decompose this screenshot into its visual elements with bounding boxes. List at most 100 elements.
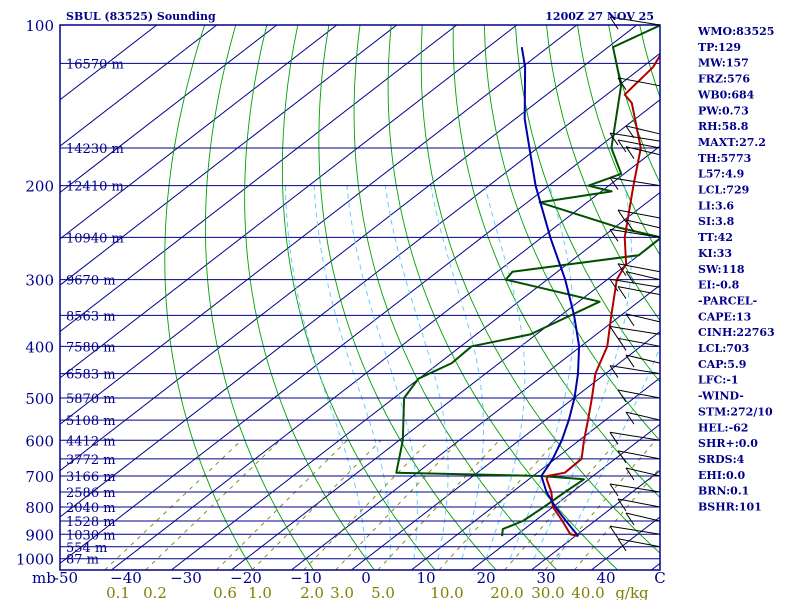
wind-barb (609, 16, 619, 30)
sounding-index: RH:58.8 (698, 120, 749, 133)
height-label: 9670 m (66, 274, 116, 289)
sounding-index: L57:4.9 (698, 168, 744, 181)
wind-barb (625, 512, 661, 522)
sounding-index: -PARCEL- (698, 294, 757, 307)
wind-barb (625, 467, 661, 477)
height-label: 554 m (66, 541, 107, 556)
dry-adiabat-line (764, 25, 800, 570)
dry-adiabat-line (795, 25, 800, 570)
pressure-tick-label: 200 (25, 178, 54, 196)
dewpoint-line (395, 25, 660, 537)
isotherm-line (60, 25, 218, 147)
sounding-index: FRZ:576 (698, 73, 750, 86)
mixing-ratio-label: 20.0 (490, 584, 523, 600)
mixing-ratio-label: 0.2 (143, 584, 167, 600)
mixing-ratio-label: 0.6 (213, 584, 237, 600)
wind-barb (625, 219, 661, 229)
temperature-unit-label: C (654, 569, 665, 587)
isotherm-line (60, 25, 638, 472)
chart-title: SBUL (83525) Sounding (66, 10, 216, 23)
pressure-unit-label: mb (32, 569, 56, 587)
wind-barb (617, 139, 627, 153)
wind-barb (625, 313, 635, 327)
wind-barb (625, 271, 635, 284)
sounding-index: CINH:22763 (698, 326, 775, 339)
wind-barb (609, 177, 661, 187)
profiles (395, 25, 660, 538)
wind-barbs (609, 16, 661, 552)
mixing-ratio-label: 0.1 (106, 584, 130, 600)
isotherm-line (171, 191, 660, 570)
wind-barb (617, 337, 661, 347)
mixing-ratio-line (251, 439, 382, 570)
dry-adiabat-line (452, 25, 660, 499)
moist-adiabat-line (346, 185, 418, 559)
height-label: 3166 m (66, 470, 116, 485)
mixing-ratio-line (145, 439, 281, 570)
moist-adiabat-line (509, 185, 575, 559)
wind-barb (625, 354, 635, 368)
height-label: 1030 m (66, 528, 116, 543)
mixing-ratio-unit: g/kg (615, 584, 649, 600)
sounding-index: BSHR:101 (698, 501, 762, 514)
wind-barb (625, 512, 635, 526)
height-label: 2040 m (66, 501, 116, 516)
wind-barb (609, 278, 661, 288)
wind-barb (617, 286, 627, 299)
mixing-ratio-label: 40.0 (571, 584, 604, 600)
mixing-ratio-line (303, 439, 430, 570)
wind-barb (617, 538, 661, 548)
wind-barb (625, 125, 661, 135)
temperature-tick-label: 40 (596, 569, 615, 587)
pressure-tick-label: 500 (25, 390, 54, 408)
temperature-line (545, 53, 660, 538)
mixing-ratio-line (104, 439, 242, 570)
sounding-index: MW:157 (698, 57, 749, 70)
height-label: 8563 m (66, 309, 116, 324)
pressure-tick-label: 400 (25, 338, 54, 356)
temperature-tick-label: −20 (230, 569, 262, 587)
wind-barb (617, 498, 627, 512)
sounding-index: WMO:83525 (697, 25, 774, 38)
wind-barb (609, 432, 619, 445)
pressure-tick-label: 100 (25, 17, 54, 35)
sounding-index: SW:118 (698, 263, 745, 276)
sounding-index: HEL:-62 (698, 421, 748, 434)
mixing-ratio-line (216, 439, 348, 570)
wind-barb (609, 132, 661, 142)
chart-datetime: 1200Z 27 NOV 25 (545, 10, 654, 23)
isotherm-line (60, 25, 278, 194)
height-label: 5870 m (66, 392, 116, 407)
height-label: 7580 m (66, 340, 116, 355)
wind-barb (609, 525, 661, 535)
wind-barb (609, 229, 619, 242)
wind-barb (617, 450, 661, 460)
pressure-tick-label: 900 (25, 526, 54, 544)
sounding-index: SHR+:0.0 (698, 437, 758, 450)
mixing-ratio-line (504, 439, 619, 570)
dry-adiabat-line (514, 25, 660, 383)
dry-adiabat-line (318, 25, 497, 570)
grid-lines (60, 25, 800, 570)
sounding-index: WB0:684 (697, 88, 755, 101)
temperature-tick-label: −10 (290, 569, 322, 587)
temperature-tick-label: 10 (416, 569, 435, 587)
temperature-tick-label: -50 (54, 569, 78, 587)
wind-barb (617, 286, 661, 296)
wind-barb (617, 450, 627, 464)
wind-barb (625, 411, 661, 421)
dry-adiabat-line (546, 25, 660, 322)
wind-barb (617, 389, 661, 399)
height-label: 4412 m (66, 434, 116, 449)
wind-barb (625, 313, 661, 323)
dry-adiabat-line (483, 25, 660, 442)
mixing-ratio-label: 1.0 (248, 584, 272, 600)
wind-barb (609, 365, 661, 375)
wind-barb (617, 263, 661, 273)
wind-barb (617, 77, 627, 91)
wind-barb (625, 467, 635, 481)
sounding-index: EHI:0.0 (698, 469, 745, 482)
sounding-index: KI:33 (698, 247, 732, 260)
wind-barb (609, 365, 619, 378)
